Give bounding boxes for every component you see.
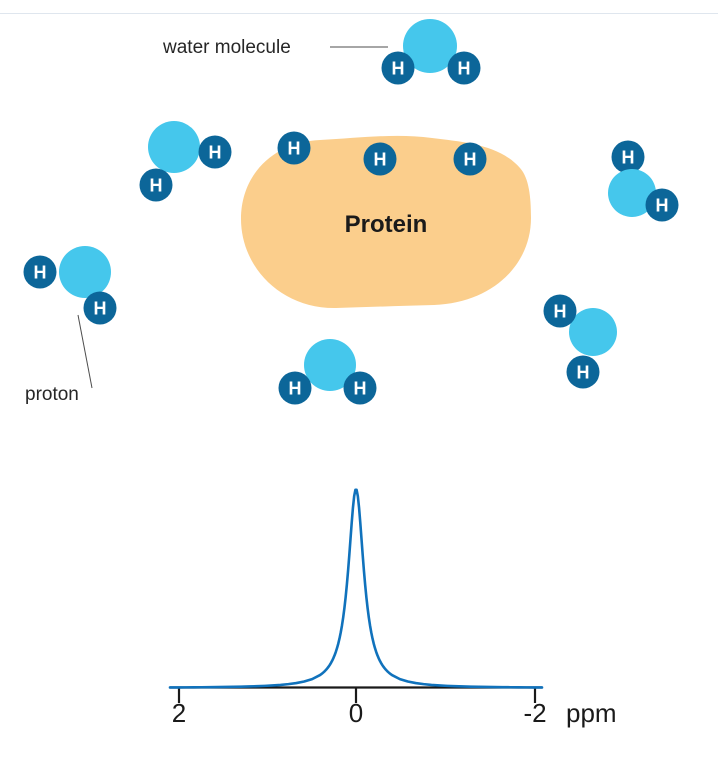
svg-text:Protein: Protein xyxy=(345,211,428,238)
svg-text:water molecule: water molecule xyxy=(162,37,291,58)
svg-text:2: 2 xyxy=(172,698,186,728)
svg-text:0: 0 xyxy=(349,698,363,728)
svg-text:-2: -2 xyxy=(523,698,546,728)
svg-text:ppm: ppm xyxy=(566,698,617,728)
svg-text:proton: proton xyxy=(25,384,79,405)
